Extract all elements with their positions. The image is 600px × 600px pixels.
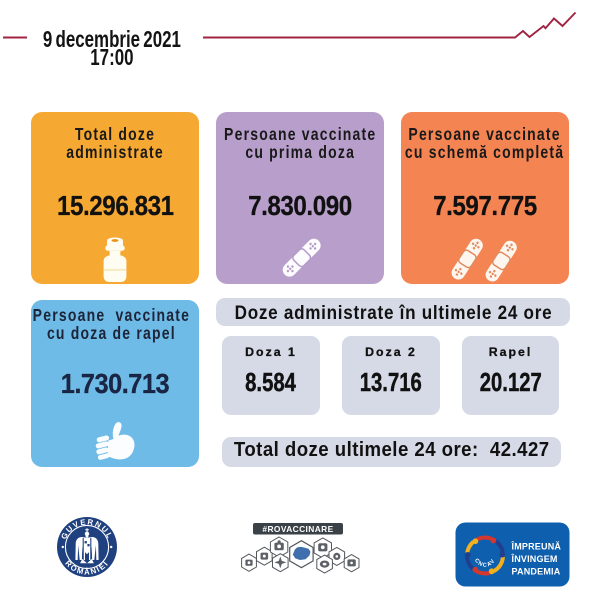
svg-text:ÎMPREUNĂ: ÎMPREUNĂ [511, 541, 562, 552]
svg-text:ÎNVINGEM: ÎNVINGEM [511, 553, 558, 564]
svg-text:#ROVACCINARE: #ROVACCINARE [262, 524, 333, 534]
svg-text:CNCAV: CNCAV [473, 558, 497, 569]
svg-text:PANDEMIA: PANDEMIA [512, 566, 561, 576]
